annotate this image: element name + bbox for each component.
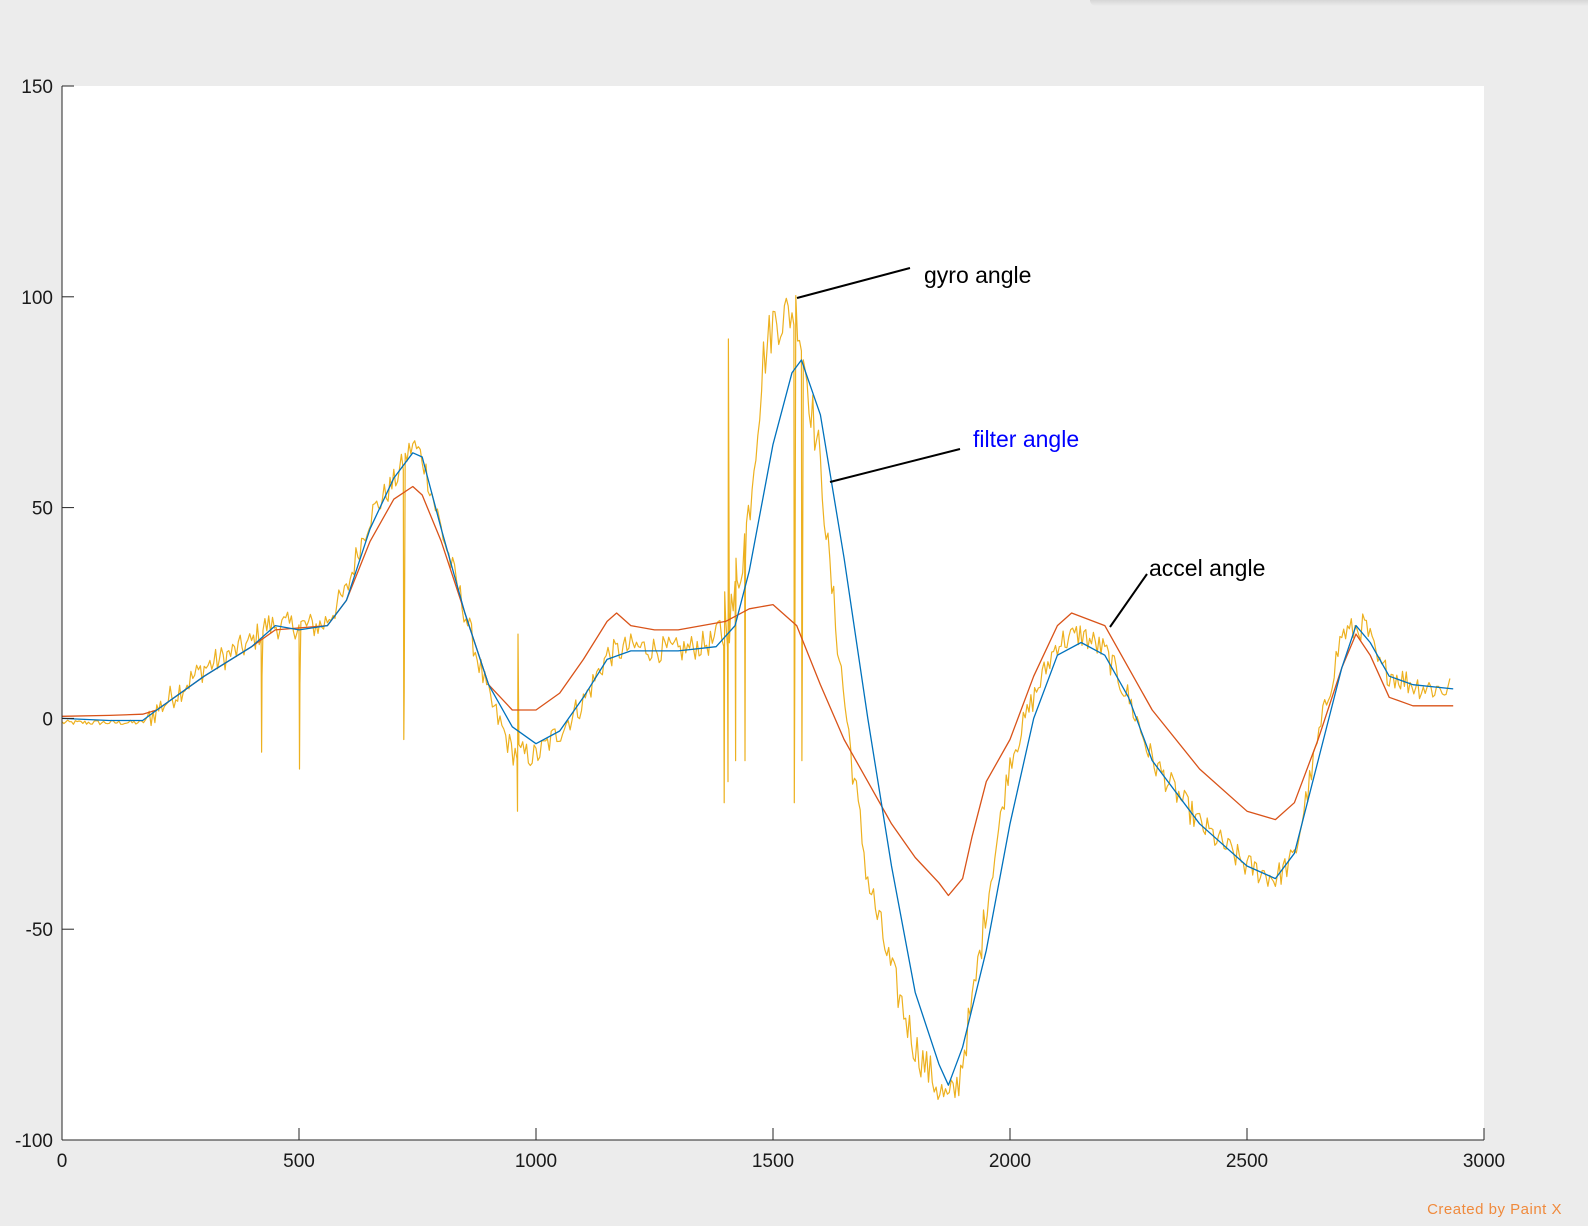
watermark-text: Created by Paint X [1427, 1201, 1562, 1218]
plot-area [62, 86, 1484, 1140]
y-tick-label: 100 [21, 288, 53, 309]
x-tick-label: 0 [57, 1151, 68, 1172]
accel-angle-label: accel angle [1149, 555, 1265, 581]
window-edge-shadow [1090, 0, 1588, 6]
annotation-layer: gyro angle filter angle accel angle [796, 262, 1265, 628]
axes-layer: 0 500 1000 1500 2000 2500 3000 -100 -50 0 50 100 150 [15, 77, 1505, 1172]
y-tick-label: -50 [26, 920, 53, 941]
x-tick-label: 3000 [1463, 1151, 1505, 1172]
filter-angle-pointer [829, 448, 961, 483]
gyro-angle-label: gyro angle [924, 262, 1031, 288]
filter-angle-label: filter angle [973, 426, 1079, 452]
gyro-angle-series-line [61, 295, 1451, 1100]
y-tick-label: -100 [15, 1131, 53, 1152]
y-tick-label: 0 [42, 709, 53, 730]
filter-angle-series-line [61, 359, 1454, 1086]
accel-angle-pointer [1109, 573, 1148, 628]
x-tick-label: 500 [283, 1151, 315, 1172]
y-tick-label: 50 [32, 499, 53, 520]
series-layer [61, 295, 1454, 1100]
x-tick-label: 2000 [989, 1151, 1031, 1172]
accel-angle-series-line [61, 485, 1454, 897]
x-tick-label: 2500 [1226, 1151, 1268, 1172]
gyro-angle-pointer [796, 267, 911, 299]
y-tick-label: 150 [21, 77, 53, 98]
x-tick-label: 1500 [752, 1151, 794, 1172]
x-tick-label: 1000 [515, 1151, 557, 1172]
